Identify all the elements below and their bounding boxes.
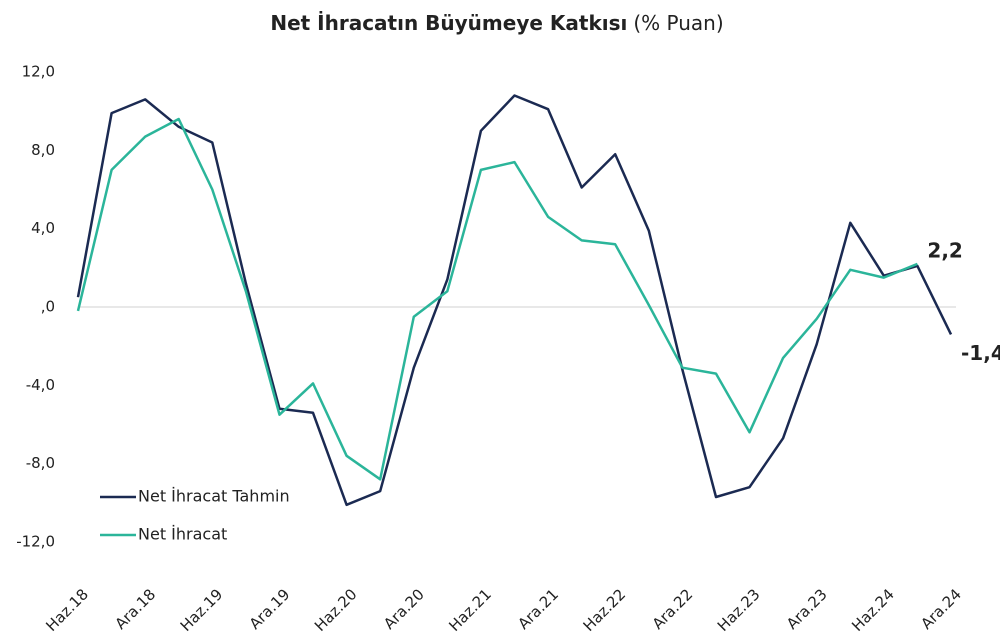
y-tick-label: ,0 bbox=[41, 298, 55, 316]
x-tick-label: Ara.19 bbox=[246, 585, 294, 633]
series-line bbox=[76, 117, 918, 481]
y-tick-label: -4,0 bbox=[26, 376, 55, 394]
x-tick-label: Ara.23 bbox=[783, 585, 831, 633]
x-tick-label: Ara.22 bbox=[649, 585, 697, 633]
legend-label: Net İhracat bbox=[138, 525, 227, 544]
y-tick-label: -12,0 bbox=[16, 533, 55, 551]
x-tick-label: Haz.22 bbox=[580, 585, 630, 635]
chart-subtitle: (% Puan) bbox=[633, 11, 723, 35]
legend-label: Net İhracat Tahmin bbox=[138, 487, 290, 506]
x-tick-label: Haz.21 bbox=[445, 585, 495, 635]
value-label: 2,2 bbox=[927, 238, 962, 262]
x-tick-label: Haz.24 bbox=[848, 585, 898, 635]
x-tick-label: Ara.21 bbox=[514, 585, 562, 633]
value-label: -1,4 bbox=[961, 341, 1000, 365]
x-tick-label: Ara.18 bbox=[111, 585, 159, 633]
x-tick-label: Haz.23 bbox=[714, 585, 764, 635]
chart-title: Net İhracatın Büyümeye Katkısı bbox=[270, 11, 627, 35]
y-tick-label: -8,0 bbox=[26, 454, 55, 472]
chart-title-group: Net İhracatın Büyümeye Katkısı (% Puan) bbox=[270, 11, 723, 35]
y-tick-label: 8,0 bbox=[31, 141, 55, 159]
x-tick-label: Ara.20 bbox=[380, 585, 428, 633]
x-tick-label: Haz.20 bbox=[311, 585, 361, 635]
x-tick-label: Haz.18 bbox=[42, 585, 92, 635]
y-tick-label: 4,0 bbox=[31, 219, 55, 237]
series-line bbox=[76, 94, 953, 507]
x-tick-label: Ara.24 bbox=[917, 585, 965, 633]
y-tick-label: 12,0 bbox=[22, 63, 55, 81]
x-tick-label: Haz.19 bbox=[177, 585, 227, 635]
